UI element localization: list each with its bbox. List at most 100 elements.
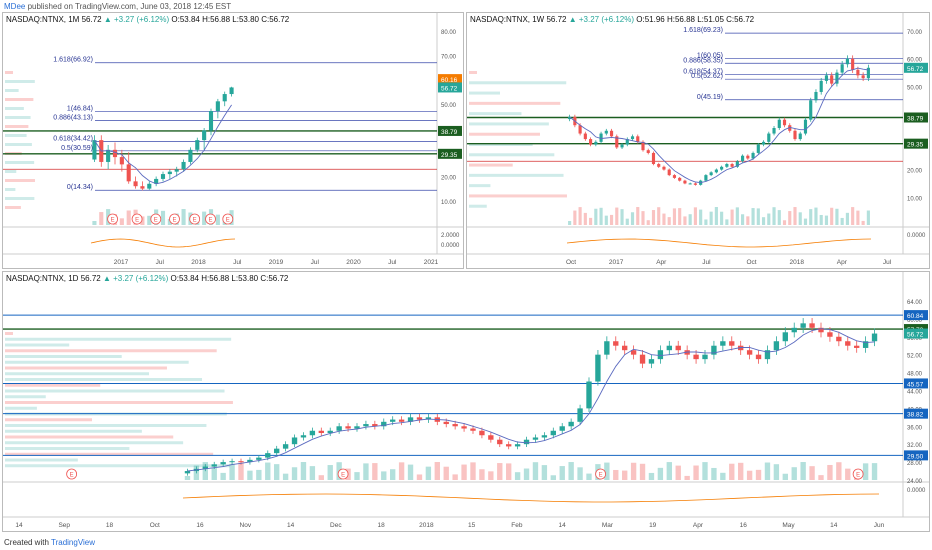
volume-bar xyxy=(693,465,699,480)
ohlc-label: O:51.96 H:56.88 L:51.05 C:56.72 xyxy=(636,15,755,24)
candle-body xyxy=(202,466,208,469)
volume-profile-bar xyxy=(5,179,35,182)
volume-bar xyxy=(746,470,753,480)
volume-profile-bar xyxy=(5,378,203,381)
volume-bar xyxy=(767,213,771,225)
volume-bar xyxy=(119,218,124,225)
time-tick-label: 2021 xyxy=(424,259,439,266)
candle-body xyxy=(119,157,124,165)
price-tag-label: 29.35 xyxy=(907,142,924,149)
volume-bar xyxy=(648,472,655,480)
volume-profile-bar xyxy=(5,429,142,433)
volume-bar xyxy=(793,207,797,225)
candle-body xyxy=(683,180,687,184)
volume-bar xyxy=(181,209,186,225)
candle-body xyxy=(363,424,369,427)
volume-bar xyxy=(282,473,289,480)
author-link[interactable]: MDee xyxy=(4,2,26,11)
candle-body xyxy=(862,341,869,348)
price-tag xyxy=(904,328,928,339)
price-tick-label: 60.00 xyxy=(907,58,923,64)
volume-bar xyxy=(871,463,878,480)
indicator-line xyxy=(566,238,872,248)
candle-body xyxy=(798,133,802,140)
candle-body xyxy=(639,354,646,364)
volume-bar xyxy=(730,209,734,225)
volume-bar xyxy=(583,212,587,225)
volume-bar xyxy=(630,462,637,480)
candle-body xyxy=(282,444,289,449)
time-tick-label: Jul xyxy=(156,259,165,266)
candle-body xyxy=(550,430,556,436)
candle-body xyxy=(782,332,788,342)
indicator-line xyxy=(182,493,880,503)
price-tick-label: 28.00 xyxy=(907,461,923,467)
indicator-tick-label: 2.0000 xyxy=(441,233,460,239)
volume-bar xyxy=(699,209,703,225)
daily-chart[interactable]: 64.0060.0056.0052.0048.0044.0040.0036.00… xyxy=(3,272,929,531)
volume-bar xyxy=(309,466,316,480)
monthly-chart-panel[interactable]: NASDAQ:NTNX, 1M 56.72 ▲ +3.27 (+6.12%) O… xyxy=(2,12,464,269)
volume-bar xyxy=(714,207,718,225)
volume-bar xyxy=(327,465,333,480)
price-tag-label: 29.35 xyxy=(441,152,458,159)
volume-profile-bar xyxy=(5,188,16,191)
candle-body xyxy=(756,144,760,153)
time-tick-label: Jun xyxy=(874,522,885,529)
time-tick-label: 2017 xyxy=(609,259,624,266)
volume-bar xyxy=(639,463,646,480)
volume-bar xyxy=(578,207,582,225)
candle-body xyxy=(764,350,771,360)
time-tick-label: 2020 xyxy=(346,259,361,266)
price-tick-label: 32.00 xyxy=(907,443,923,449)
weekly-chart[interactable]: 70.0060.0050.0040.0030.0020.0010.001.618… xyxy=(467,13,929,268)
volume-bar xyxy=(625,218,629,225)
volume-bar xyxy=(791,467,797,480)
volume-profile-bar xyxy=(469,143,533,146)
volume-bar xyxy=(434,462,440,480)
publish-header: MDee published on TradingView.com, June … xyxy=(4,2,231,11)
time-tick-label: Jul xyxy=(702,259,711,266)
volume-bar xyxy=(657,467,664,480)
volume-bar xyxy=(662,213,666,225)
price-tick-label: 70.00 xyxy=(907,30,923,36)
volume-profile-bar xyxy=(5,107,24,110)
volume-profile-bar xyxy=(5,355,122,358)
candle-body xyxy=(160,174,166,179)
volume-bar xyxy=(140,216,145,225)
volume-bar xyxy=(761,217,766,225)
volume-profile-bar xyxy=(5,441,184,445)
fib-level-label: 0.5(52.62) xyxy=(691,73,723,80)
volume-bar xyxy=(220,472,226,480)
volume-bar xyxy=(229,463,235,480)
candle-body xyxy=(479,430,485,436)
weekly-chart-panel[interactable]: NASDAQ:NTNX, 1W 56.72 ▲ +3.27 (+6.12%) O… xyxy=(466,12,930,269)
volume-bar xyxy=(809,466,815,480)
volume-bar xyxy=(609,214,614,225)
candle-body xyxy=(793,130,797,140)
candle-body xyxy=(452,424,458,427)
volume-bar xyxy=(514,472,521,480)
volume-profile-bar xyxy=(5,447,130,450)
earnings-marker xyxy=(205,213,216,225)
candle-body xyxy=(688,183,692,185)
last-price: 56.72 xyxy=(81,15,102,24)
volume-profile-bar xyxy=(5,366,167,370)
monthly-chart[interactable]: 80.0070.0060.0050.0040.0030.0020.0010.00… xyxy=(3,13,463,268)
time-tick-label: 2018 xyxy=(191,259,206,266)
time-tick-label: 2018 xyxy=(419,522,434,529)
volume-profile-bar xyxy=(5,116,31,119)
price-tag xyxy=(904,408,928,419)
volume-profile-bar xyxy=(469,204,487,208)
time-tick-label: Jul xyxy=(388,259,397,266)
daily-chart-panel[interactable]: NASDAQ:NTNX, 1D 56.72 ▲ +3.27 (+6.12%) O… xyxy=(2,271,930,532)
volume-profile-bar xyxy=(5,170,17,173)
candle-body xyxy=(220,462,226,465)
symbol-label: NASDAQ:NTNX, 1W xyxy=(470,15,545,24)
candle-body xyxy=(693,183,697,185)
tradingview-logo[interactable]: TradingView xyxy=(51,538,96,547)
volume-bar xyxy=(407,464,414,480)
volume-bar xyxy=(755,469,762,480)
volume-profile-bar xyxy=(5,389,225,393)
volume-bar xyxy=(541,465,548,480)
